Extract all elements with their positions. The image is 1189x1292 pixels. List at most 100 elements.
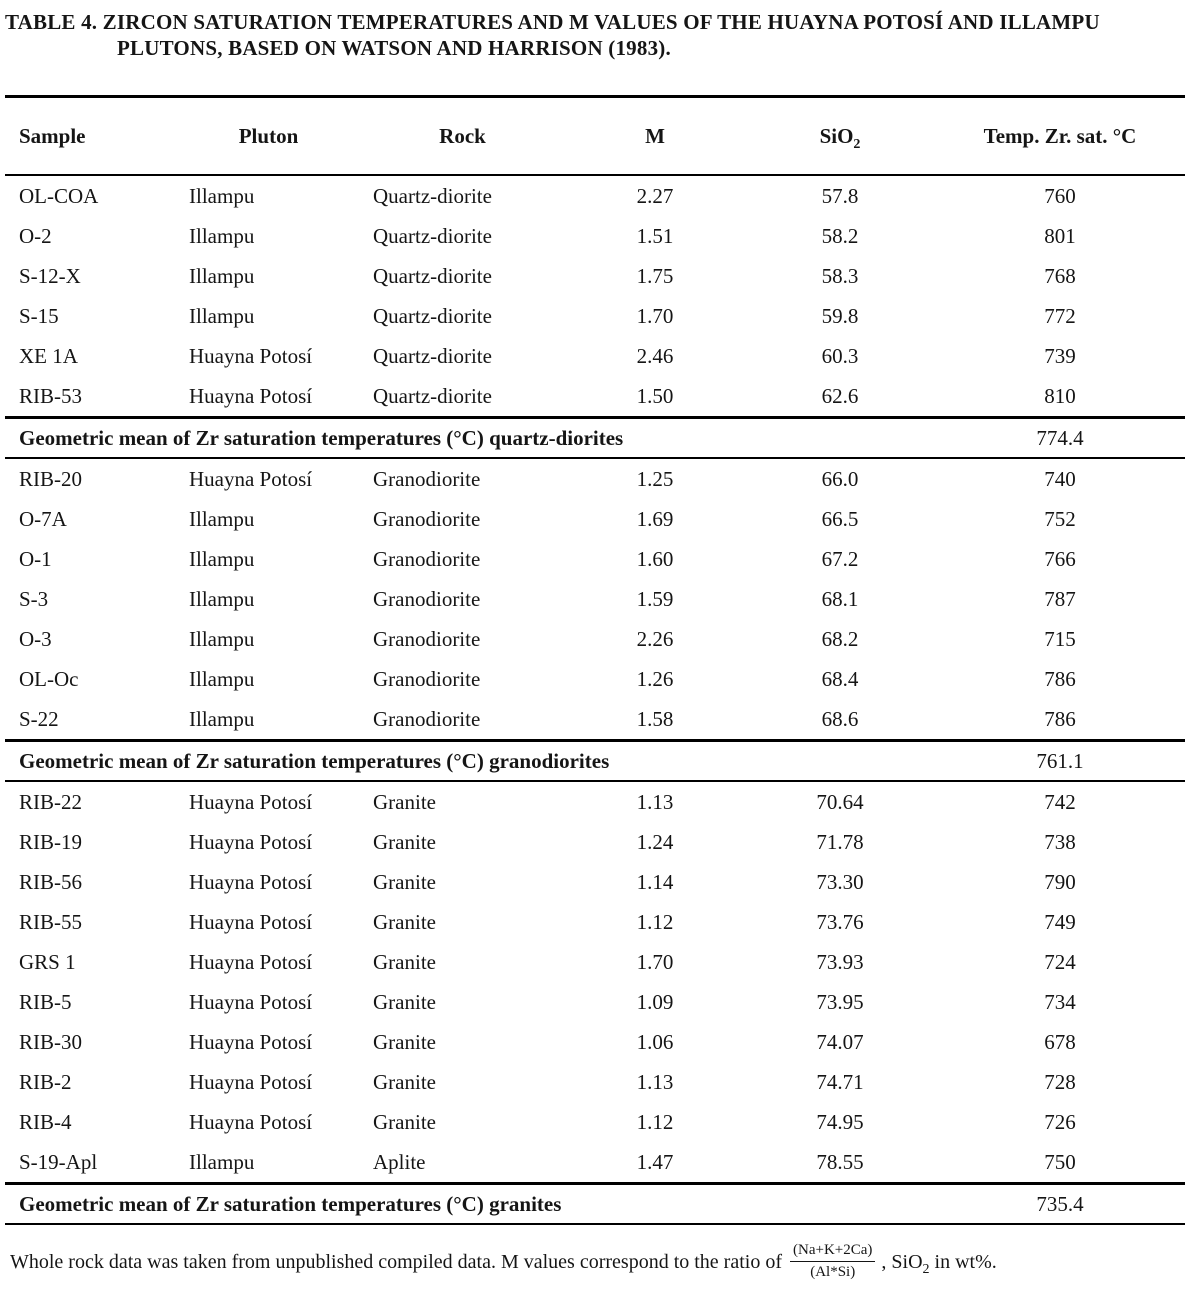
geometric-mean-label: Geometric mean of Zr saturation temperat… (5, 416, 935, 459)
cell-sample: S-19-Apl (19, 1149, 98, 1174)
cell-temp: 678 (1044, 1029, 1076, 1054)
column-header-sio2: SiO2 (745, 96, 935, 176)
cell-rock: Granodiorite (373, 666, 481, 691)
cell-sio2: 60.3 (821, 343, 859, 368)
cell-pluton: Huayna Potosí (189, 909, 313, 934)
geometric-mean-row-1: Geometric mean of Zr saturation temperat… (5, 739, 1185, 782)
cell-m: 1.14 (636, 869, 674, 894)
cell-pluton: Illampu (189, 626, 255, 651)
table-header: Sample Pluton Rock M SiO2 Temp. Zr. sat. °C (5, 96, 1185, 176)
cell-rock: Aplite (373, 1149, 426, 1174)
cell-temp: 772 (1044, 303, 1076, 328)
cell-rock: Quartz-diorite (373, 383, 492, 408)
cell-pluton: Illampu (189, 1149, 255, 1174)
table-caption-line1: TABLE 4. ZIRCON SATURATION TEMPERATURES … (5, 10, 1100, 34)
cell-m: 1.58 (636, 706, 674, 731)
cell-sample: RIB-4 (19, 1109, 72, 1134)
table-row-s-19-apl: S-19-Apl Illampu Aplite 1.47 78.55 750 (5, 1142, 1185, 1184)
cell-pluton: Huayna Potosí (189, 1109, 313, 1134)
cell-sio2: 74.07 (816, 1029, 864, 1054)
table-row-rib-20: RIB-20 Huayna Potosí Granodiorite 1.25 66.0 7… (5, 458, 1185, 499)
table-row-ol-oc: OL-Oc Illampu Granodiorite 1.26 68.4 786 (5, 659, 1185, 699)
table-row-s-3: S-3 Illampu Granodiorite 1.59 68.1 787 (5, 579, 1185, 619)
cell-m: 1.70 (636, 303, 674, 328)
cell-sample: GRS 1 (19, 949, 76, 974)
cell-sample: O-3 (19, 626, 52, 651)
cell-temp: 766 (1044, 546, 1076, 571)
cell-rock: Quartz-diorite (373, 263, 492, 288)
table-row-o-2: O-2 Illampu Quartz-diorite 1.51 58.2 801 (5, 216, 1185, 256)
cell-sio2: 58.2 (821, 223, 859, 248)
cell-temp: 726 (1044, 1109, 1076, 1134)
cell-temp: 740 (1044, 466, 1076, 491)
column-header-m: M (565, 96, 745, 176)
cell-m: 1.12 (636, 1109, 674, 1134)
cell-sio2: 74.71 (816, 1069, 864, 1094)
table-row-o-3: O-3 Illampu Granodiorite 2.26 68.2 715 (5, 619, 1185, 659)
geometric-mean-row-2: Geometric mean of Zr saturation temperat… (5, 1182, 1185, 1225)
cell-sio2: 68.2 (821, 626, 859, 651)
cell-rock: Quartz-diorite (373, 343, 492, 368)
table-row-rib-2: RIB-2 Huayna Potosí Granite 1.13 74.71 728 (5, 1062, 1185, 1102)
cell-pluton: Huayna Potosí (189, 869, 313, 894)
m-ratio-fraction: (Na+K+2Ca) (Al*Si) (790, 1241, 876, 1282)
cell-sample: OL-Oc (19, 666, 79, 691)
table-row-rib-30: RIB-30 Huayna Potosí Granite 1.06 74.07 678 (5, 1022, 1185, 1062)
cell-m: 1.50 (636, 383, 674, 408)
table-body: OL-COA Illampu Quartz-diorite 2.27 57.8 760 O-… (5, 175, 1185, 1225)
cell-pluton: Illampu (189, 263, 255, 288)
geometric-mean-label: Geometric mean of Zr saturation temperat… (5, 739, 935, 782)
cell-sio2: 57.8 (821, 183, 859, 208)
cell-m: 2.46 (636, 343, 674, 368)
cell-temp: 728 (1044, 1069, 1076, 1094)
cell-sample: RIB-19 (19, 829, 82, 854)
geometric-mean-value: 761.1 (935, 739, 1185, 782)
footnote-text-before: Whole rock data was taken from unpublish… (10, 1251, 782, 1274)
table-row-rib-4: RIB-4 Huayna Potosí Granite 1.12 74.95 726 (5, 1102, 1185, 1142)
cell-rock: Granite (373, 829, 436, 854)
cell-rock: Granite (373, 1109, 436, 1134)
cell-temp: 801 (1044, 223, 1076, 248)
cell-rock: Granodiorite (373, 546, 481, 571)
cell-pluton: Huayna Potosí (189, 383, 313, 408)
cell-sio2: 68.1 (821, 586, 859, 611)
cell-temp: 738 (1044, 829, 1076, 854)
cell-m: 1.12 (636, 909, 674, 934)
footnote-text-after: in wt%. (929, 1251, 997, 1274)
cell-rock: Granodiorite (373, 586, 481, 611)
table-row-rib-56: RIB-56 Huayna Potosí Granite 1.14 73.30 790 (5, 862, 1185, 902)
cell-pluton: Huayna Potosí (189, 949, 313, 974)
cell-sample: RIB-30 (19, 1029, 82, 1054)
cell-sio2: 73.95 (816, 989, 864, 1014)
cell-sample: RIB-22 (19, 789, 82, 814)
cell-sio2: 73.93 (816, 949, 864, 974)
cell-sio2: 62.6 (821, 383, 859, 408)
geometric-mean-label: Geometric mean of Zr saturation temperat… (5, 1182, 935, 1225)
cell-temp: 715 (1044, 626, 1076, 651)
cell-m: 1.69 (636, 506, 674, 531)
cell-temp: 760 (1044, 183, 1076, 208)
table-row-s-22: S-22 Illampu Granodiorite 1.58 68.6 786 (5, 699, 1185, 741)
cell-sample: O-2 (19, 223, 52, 248)
cell-sample: RIB-56 (19, 869, 82, 894)
geometric-mean-row-0: Geometric mean of Zr saturation temperat… (5, 416, 1185, 459)
table-footnote: Whole rock data was taken from unpublish… (5, 1241, 1185, 1286)
cell-temp: 787 (1044, 586, 1076, 611)
cell-sio2: 68.6 (821, 706, 859, 731)
cell-m: 1.25 (636, 466, 674, 491)
fraction-denominator: (Al*Si) (810, 1264, 856, 1280)
cell-temp: 752 (1044, 506, 1076, 531)
cell-m: 2.27 (636, 183, 674, 208)
fraction-numerator: (Na+K+2Ca) (790, 1241, 876, 1262)
cell-pluton: Huayna Potosí (189, 789, 313, 814)
cell-pluton: Illampu (189, 706, 255, 731)
cell-sample: S-3 (19, 586, 49, 611)
cell-temp: 768 (1044, 263, 1076, 288)
cell-rock: Granodiorite (373, 506, 481, 531)
cell-rock: Granite (373, 789, 436, 814)
cell-temp: 810 (1044, 383, 1076, 408)
cell-m: 1.06 (636, 1029, 674, 1054)
cell-sio2: 70.64 (816, 789, 864, 814)
cell-sample: RIB-5 (19, 989, 72, 1014)
